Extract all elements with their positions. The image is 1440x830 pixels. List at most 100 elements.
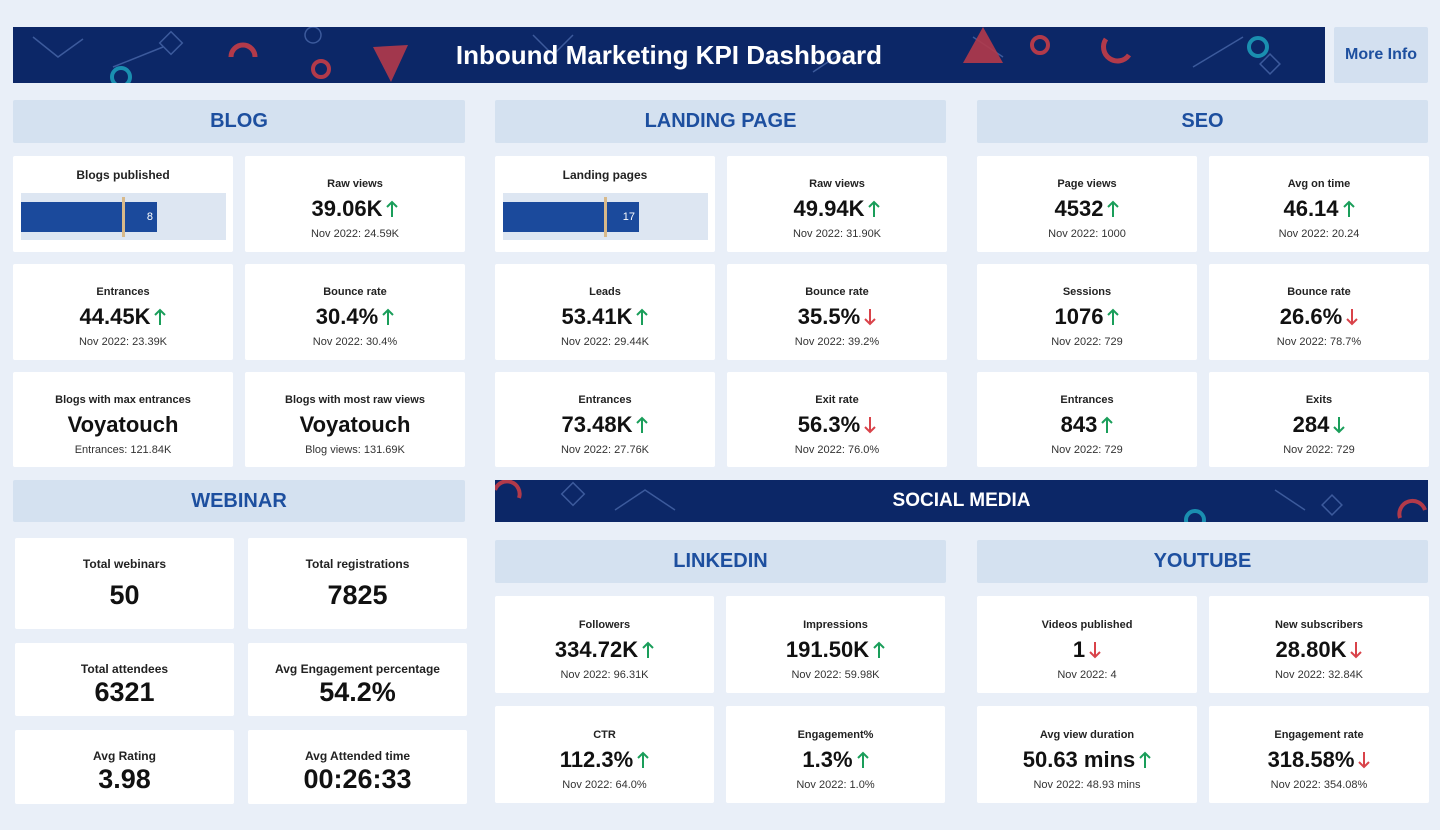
trend-arrow — [1107, 308, 1120, 325]
card-label: Blogs with max entrances — [55, 393, 191, 406]
kpi-card: Avg view duration 50.63 mins Nov 2022: 48.… — [977, 706, 1197, 803]
card-label: Entrances — [578, 393, 632, 406]
card-label: New subscribers — [1274, 618, 1364, 631]
card-value-row: 44.45K — [13, 302, 233, 332]
card-value: 54.2% — [319, 677, 396, 707]
bullet-target — [122, 197, 125, 237]
card-label: Engagement rate — [1274, 728, 1364, 741]
card-comparison: Nov 2022: 1000 — [1048, 228, 1126, 240]
kpi-card: Total registrations 7825 — [248, 538, 467, 629]
trend-arrow — [642, 641, 654, 658]
card-value-row: Voyatouch — [13, 410, 233, 440]
card-value: 334.72K — [554, 636, 639, 662]
card-value: 318.58% — [1267, 746, 1355, 772]
card-comparison: Nov 2022: 354.08% — [1270, 778, 1368, 791]
kpi-card: Raw views 49.94K Nov 2022: 31.90K — [727, 156, 947, 252]
card-value: 56.3% — [797, 411, 861, 437]
card-value-row: 1076 — [977, 302, 1197, 332]
card-label: Leads — [589, 286, 621, 298]
card-label: Raw views — [809, 178, 865, 190]
card-value: 50.63 mins — [1022, 746, 1136, 772]
card-label: Exits — [1305, 393, 1333, 406]
trend-arrow — [1139, 751, 1151, 768]
bullet-bar: 17 — [503, 202, 639, 232]
card-comparison: Blog views: 131.69K — [305, 443, 405, 456]
social-media-banner: SOCIAL MEDIA — [495, 480, 1428, 522]
banner-decoration — [495, 480, 1427, 522]
card-comparison: Nov 2022: 24.59K — [310, 228, 400, 240]
card-value-row: Voyatouch — [245, 410, 465, 440]
card-label: Impressions — [803, 618, 868, 631]
card-comparison: Nov 2022: 59.98K — [791, 668, 880, 681]
dashboard-title: Inbound Marketing KPI Dashboard — [455, 39, 883, 70]
card-value: 112.3% — [559, 746, 634, 772]
card-label: Total registrations — [305, 557, 410, 571]
bullet-target — [604, 197, 607, 237]
trend-arrow — [1358, 751, 1371, 768]
trend-arrow — [382, 308, 394, 325]
kpi-card: Bounce rate 35.5% Nov 2022: 39.2% — [727, 264, 947, 360]
section-header: LINKEDIN — [495, 540, 946, 583]
card-label: Entrances — [1060, 393, 1114, 406]
card-value: 4532 — [1054, 196, 1104, 221]
trend-arrow — [154, 308, 167, 325]
card-value: 39.06K — [311, 196, 383, 221]
card-label: Avg on time — [1287, 178, 1351, 190]
bullet-value: 8 — [146, 211, 153, 223]
card-label: Bounce rate — [323, 286, 387, 298]
card-comparison: Nov 2022: 48.93 mins — [1033, 778, 1141, 791]
card-comparison: Nov 2022: 20.24 — [1278, 228, 1360, 240]
card-comparison: Nov 2022: 27.76K — [560, 443, 650, 456]
card-value-row: 26.6% — [1209, 302, 1429, 332]
kpi-card: Entrances 44.45K Nov 2022: 23.39K — [13, 264, 233, 360]
kpi-card: Avg Attended time 00:26:33 — [248, 730, 467, 804]
kpi-card: Engagement% 1.3% Nov 2022: 1.0% — [726, 706, 945, 803]
section-header: YOUTUBE — [977, 540, 1428, 583]
kpi-card: Total webinars 50 — [15, 538, 234, 629]
card-value-row: 1.3% — [726, 745, 945, 775]
card-label: Avg Rating — [93, 749, 156, 763]
card-value: Voyatouch — [299, 411, 411, 437]
section-header: LANDING PAGE — [495, 100, 946, 143]
card-comparison: Nov 2022: 76.0% — [794, 443, 880, 456]
kpi-card: CTR 112.3% Nov 2022: 64.0% — [495, 706, 714, 803]
kpi-card: Followers 334.72K Nov 2022: 96.31K — [495, 596, 714, 693]
card-value: 3.98 — [98, 764, 151, 794]
card-value-row: 56.3% — [727, 410, 947, 440]
card-value: 35.5% — [797, 304, 861, 329]
card-label: Entrances — [96, 286, 150, 298]
kpi-card: New subscribers 28.80K Nov 2022: 32.84K — [1209, 596, 1429, 693]
card-label: Raw views — [327, 178, 383, 190]
header-banner: Inbound Marketing KPI Dashboard — [13, 27, 1325, 83]
card-label: Blogs with most raw views — [285, 393, 425, 406]
kpi-card: Page views 4532 Nov 2022: 1000 — [977, 156, 1197, 252]
trend-arrow — [873, 641, 885, 658]
card-comparison: Nov 2022: 729 — [1283, 443, 1355, 456]
card-label: Landing pages — [562, 168, 648, 182]
trend-arrow — [1107, 200, 1120, 217]
trend-arrow — [637, 751, 649, 768]
kpi-card: Total attendees 6321 — [15, 643, 234, 716]
trend-arrow — [386, 200, 399, 217]
kpi-card: Entrances 73.48K Nov 2022: 27.76K — [495, 372, 715, 467]
card-comparison: Entrances: 121.84K — [74, 443, 172, 456]
card-label: Avg Engagement percentage — [275, 662, 440, 676]
card-value-row: 318.58% — [1209, 745, 1429, 775]
card-comparison: Nov 2022: 32.84K — [1274, 668, 1364, 681]
trend-arrow — [1333, 416, 1346, 433]
kpi-card: Leads 53.41K Nov 2022: 29.44K — [495, 264, 715, 360]
card-value-row: 191.50K — [726, 635, 945, 665]
card-value-row: 28.80K — [1209, 635, 1429, 665]
card-value-row: 284 — [1209, 410, 1429, 440]
trend-arrow — [868, 200, 881, 217]
card-value-row: 73.48K — [495, 410, 715, 440]
more-info-button[interactable]: More Info — [1334, 27, 1428, 83]
card-value: 191.50K — [785, 636, 870, 662]
card-comparison: Nov 2022: 1.0% — [796, 778, 875, 791]
card-value: 1.3% — [802, 746, 853, 772]
card-comparison: Nov 2022: 39.2% — [794, 336, 880, 348]
card-comparison: Nov 2022: 4 — [1057, 668, 1117, 681]
trend-arrow — [1350, 641, 1363, 658]
card-label: Page views — [1057, 178, 1117, 190]
kpi-card: Avg Engagement percentage 54.2% — [248, 643, 467, 716]
